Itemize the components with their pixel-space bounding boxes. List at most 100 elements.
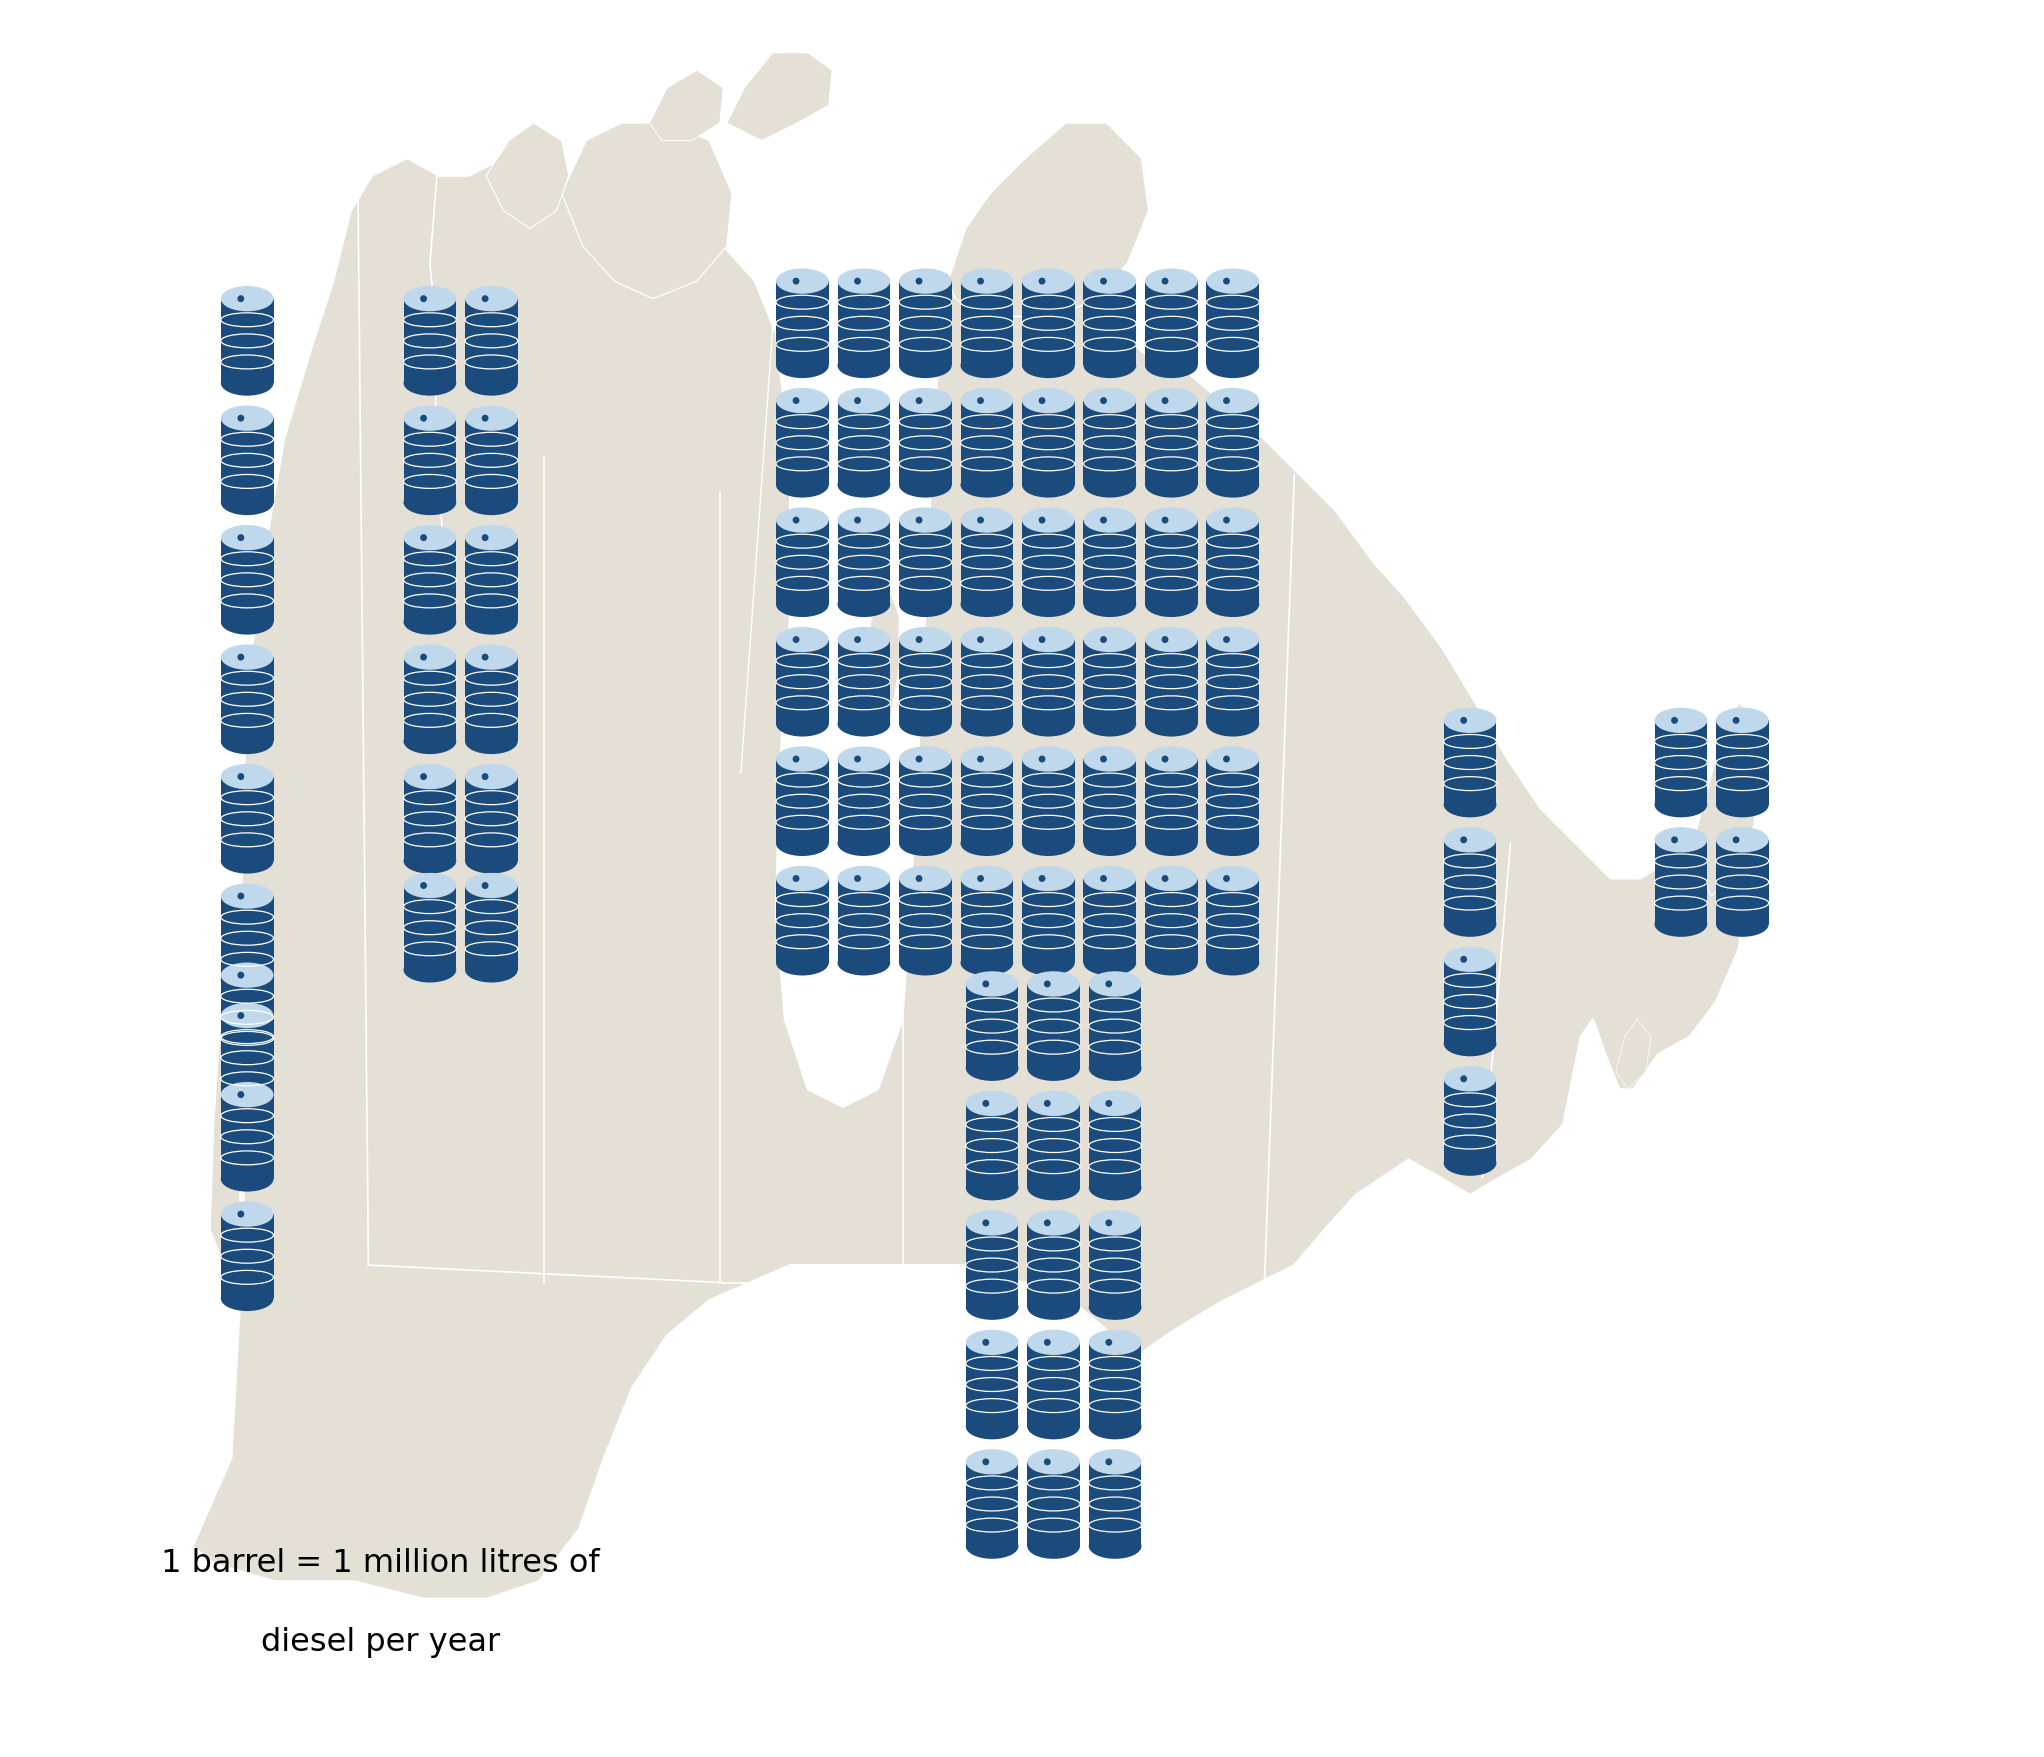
- Ellipse shape: [1145, 831, 1198, 856]
- Ellipse shape: [854, 517, 861, 524]
- Ellipse shape: [1044, 980, 1051, 987]
- Ellipse shape: [977, 278, 983, 285]
- Ellipse shape: [1206, 747, 1259, 771]
- Ellipse shape: [1145, 353, 1198, 378]
- Ellipse shape: [1038, 756, 1044, 763]
- Ellipse shape: [1733, 836, 1739, 843]
- Polygon shape: [838, 759, 891, 843]
- Polygon shape: [403, 538, 456, 622]
- Polygon shape: [403, 657, 456, 741]
- Ellipse shape: [1028, 1175, 1079, 1200]
- Polygon shape: [1206, 878, 1259, 963]
- Ellipse shape: [1161, 636, 1169, 643]
- Polygon shape: [1206, 640, 1259, 724]
- Ellipse shape: [221, 525, 274, 550]
- Ellipse shape: [1022, 473, 1075, 497]
- Ellipse shape: [1161, 397, 1169, 404]
- Ellipse shape: [961, 712, 1014, 736]
- Ellipse shape: [403, 764, 456, 789]
- Polygon shape: [221, 299, 274, 383]
- Polygon shape: [221, 1016, 274, 1100]
- Ellipse shape: [777, 508, 828, 532]
- Ellipse shape: [1089, 1450, 1141, 1474]
- Polygon shape: [861, 580, 899, 738]
- Ellipse shape: [777, 473, 828, 497]
- Polygon shape: [650, 70, 724, 141]
- Ellipse shape: [1654, 912, 1707, 936]
- Ellipse shape: [1028, 1414, 1079, 1439]
- Polygon shape: [899, 640, 953, 724]
- Polygon shape: [466, 886, 517, 970]
- Ellipse shape: [961, 269, 1014, 293]
- Polygon shape: [466, 777, 517, 861]
- Ellipse shape: [221, 1082, 274, 1107]
- Ellipse shape: [221, 286, 274, 311]
- Ellipse shape: [1222, 756, 1230, 763]
- Ellipse shape: [838, 627, 891, 652]
- Ellipse shape: [237, 534, 245, 541]
- Ellipse shape: [777, 712, 828, 736]
- Ellipse shape: [1028, 1295, 1079, 1320]
- Ellipse shape: [221, 1088, 274, 1112]
- Polygon shape: [466, 538, 517, 622]
- Ellipse shape: [899, 866, 953, 891]
- Polygon shape: [1089, 1342, 1141, 1427]
- Polygon shape: [1083, 281, 1136, 365]
- Ellipse shape: [965, 1056, 1018, 1081]
- Ellipse shape: [1100, 875, 1108, 882]
- Ellipse shape: [1672, 836, 1678, 843]
- Ellipse shape: [777, 951, 828, 975]
- Polygon shape: [1083, 878, 1136, 963]
- Ellipse shape: [1028, 1211, 1079, 1235]
- Ellipse shape: [983, 1100, 989, 1107]
- Ellipse shape: [1145, 951, 1198, 975]
- Ellipse shape: [421, 882, 427, 889]
- Ellipse shape: [466, 958, 517, 982]
- Polygon shape: [899, 401, 953, 485]
- Ellipse shape: [1089, 1414, 1141, 1439]
- Polygon shape: [221, 1095, 274, 1179]
- Polygon shape: [1083, 640, 1136, 724]
- Polygon shape: [899, 520, 953, 604]
- Ellipse shape: [961, 831, 1014, 856]
- Ellipse shape: [1083, 388, 1136, 413]
- Polygon shape: [777, 878, 828, 963]
- Ellipse shape: [1222, 517, 1230, 524]
- Ellipse shape: [838, 951, 891, 975]
- Polygon shape: [221, 777, 274, 861]
- Ellipse shape: [1222, 636, 1230, 643]
- Ellipse shape: [1654, 828, 1707, 852]
- Ellipse shape: [854, 756, 861, 763]
- Polygon shape: [777, 281, 828, 365]
- Polygon shape: [965, 1342, 1018, 1427]
- Ellipse shape: [777, 592, 828, 617]
- Ellipse shape: [1028, 972, 1079, 996]
- Ellipse shape: [421, 415, 427, 422]
- Ellipse shape: [1100, 756, 1108, 763]
- Ellipse shape: [1459, 1075, 1468, 1082]
- Ellipse shape: [421, 295, 427, 302]
- Ellipse shape: [466, 286, 517, 311]
- Ellipse shape: [916, 397, 922, 404]
- Ellipse shape: [403, 406, 456, 430]
- Ellipse shape: [237, 295, 245, 302]
- Polygon shape: [403, 299, 456, 383]
- Ellipse shape: [965, 1211, 1018, 1235]
- Polygon shape: [221, 896, 274, 980]
- Ellipse shape: [421, 773, 427, 780]
- Ellipse shape: [899, 473, 953, 497]
- Polygon shape: [1089, 1103, 1141, 1188]
- Ellipse shape: [466, 645, 517, 669]
- Ellipse shape: [838, 712, 891, 736]
- Ellipse shape: [466, 490, 517, 515]
- Ellipse shape: [777, 747, 828, 771]
- Ellipse shape: [916, 517, 922, 524]
- Polygon shape: [1145, 640, 1198, 724]
- Ellipse shape: [1672, 717, 1678, 724]
- Ellipse shape: [221, 884, 274, 908]
- Ellipse shape: [466, 371, 517, 395]
- Ellipse shape: [1206, 866, 1259, 891]
- Ellipse shape: [1038, 517, 1044, 524]
- Ellipse shape: [1022, 592, 1075, 617]
- Ellipse shape: [1100, 636, 1108, 643]
